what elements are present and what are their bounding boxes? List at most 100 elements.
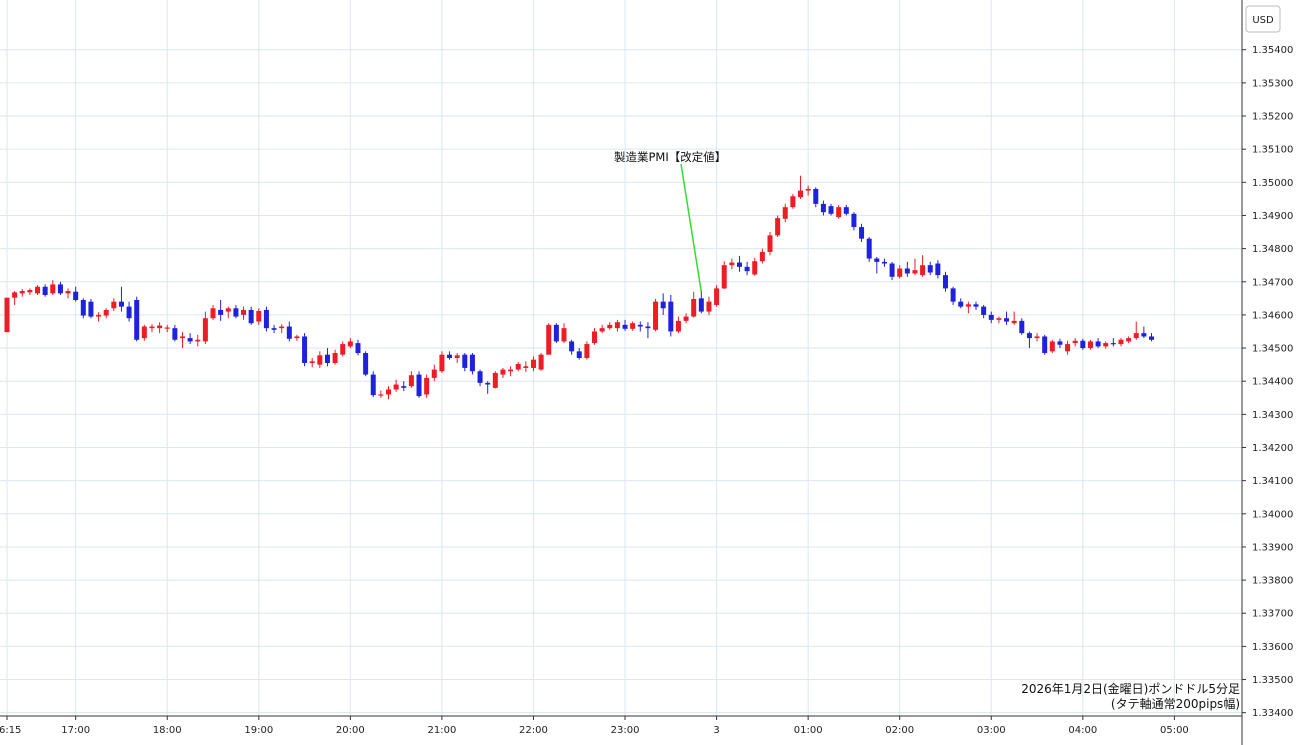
y-tick-label: 1.34700 [1252,277,1293,288]
candle-body [279,326,285,329]
candle-body [630,323,636,329]
candle-body [42,286,48,296]
candle-up [630,321,636,331]
candle-down [904,261,910,277]
candle-up [332,349,338,365]
candle-up [103,308,109,319]
candle-up [836,204,842,219]
candle-body [233,308,239,317]
candle-up [1034,333,1040,342]
y-tick-label: 1.34500 [1252,344,1293,355]
candle-up [1072,338,1078,347]
candle-body [1118,339,1124,345]
annotation: 製造業PMI【改定値】 [614,150,726,293]
candle-up [897,265,903,279]
candle-body [324,354,330,363]
candle-down [1080,338,1086,350]
candle-down [744,261,750,276]
candle-body [996,318,1002,320]
candle-down [828,203,834,216]
candle-down [263,306,269,332]
candle-down [187,333,193,345]
candle-body [271,328,277,330]
x-tick-label: 02:00 [885,725,914,736]
candle-up [714,285,720,307]
x-tick-label: 23:00 [611,725,640,736]
candle-down [942,271,948,292]
currency-button[interactable] [1245,5,1281,33]
candle-up [561,323,567,344]
candle-up [805,185,811,196]
y-tick-label: 1.33900 [1252,542,1293,553]
candle-up [691,291,697,318]
candle-body [378,394,384,396]
candle-body [1019,320,1025,334]
y-tick-label: 1.35200 [1252,112,1293,123]
candle-body [462,354,468,368]
candle-up [675,316,681,334]
candle-body [57,284,63,294]
candle-body [798,190,804,198]
candle-body [492,372,498,388]
candle-body [241,309,247,315]
candle-body [805,188,811,191]
candle-body [103,309,109,316]
candle-down [401,381,407,392]
candle-down [988,311,994,324]
candle-up [225,306,231,319]
y-tick-label: 1.33700 [1252,609,1293,620]
y-tick-label: 1.34300 [1252,410,1293,421]
candle-up [683,313,689,324]
candle-down [1019,318,1025,335]
candle-body [508,369,514,372]
candle-body [1126,338,1132,342]
candle-body [294,336,300,339]
candle-body [645,326,651,329]
candle-up [294,334,300,341]
candle-up [515,361,521,372]
candle-body [942,275,948,289]
candle-body [706,301,712,312]
candle-down [874,256,880,274]
candle-down [569,339,575,355]
candle-body [1080,340,1086,349]
candle-body [477,371,483,383]
candle-up [279,324,285,334]
candle-up [607,322,613,330]
candle-down [370,371,376,398]
candle-body [1049,341,1055,352]
candle-up [523,361,529,372]
candle-body [1065,344,1071,352]
candle-body [65,291,71,294]
candle-up [1087,339,1093,350]
candle-body [309,361,315,363]
x-tick-label: 19:00 [244,725,273,736]
y-tick-label: 1.34000 [1252,509,1293,520]
candles [4,175,1154,400]
y-tick-label: 1.35300 [1252,78,1293,89]
candle-down [981,304,987,319]
candle-body [1087,341,1093,349]
candle-body [1026,333,1032,339]
candle-body [126,306,132,319]
y-tick-label: 1.34600 [1252,310,1293,321]
candle-body [96,314,102,317]
candle-down [1057,338,1063,349]
candle-down [218,299,224,321]
candle-body [736,262,742,267]
candle-body [653,301,659,330]
candle-body [317,355,323,365]
candle-up [179,332,185,349]
y-tick-label: 1.33800 [1252,576,1293,587]
candle-body [19,291,25,294]
candle-body [1004,318,1010,322]
candle-up [584,341,590,360]
candle-up [965,301,971,314]
candle-body [668,301,674,332]
candle-down [935,260,941,279]
candle-body [622,324,628,329]
candle-up [1103,341,1109,349]
candle-up [4,297,10,333]
candle-down [302,333,308,367]
